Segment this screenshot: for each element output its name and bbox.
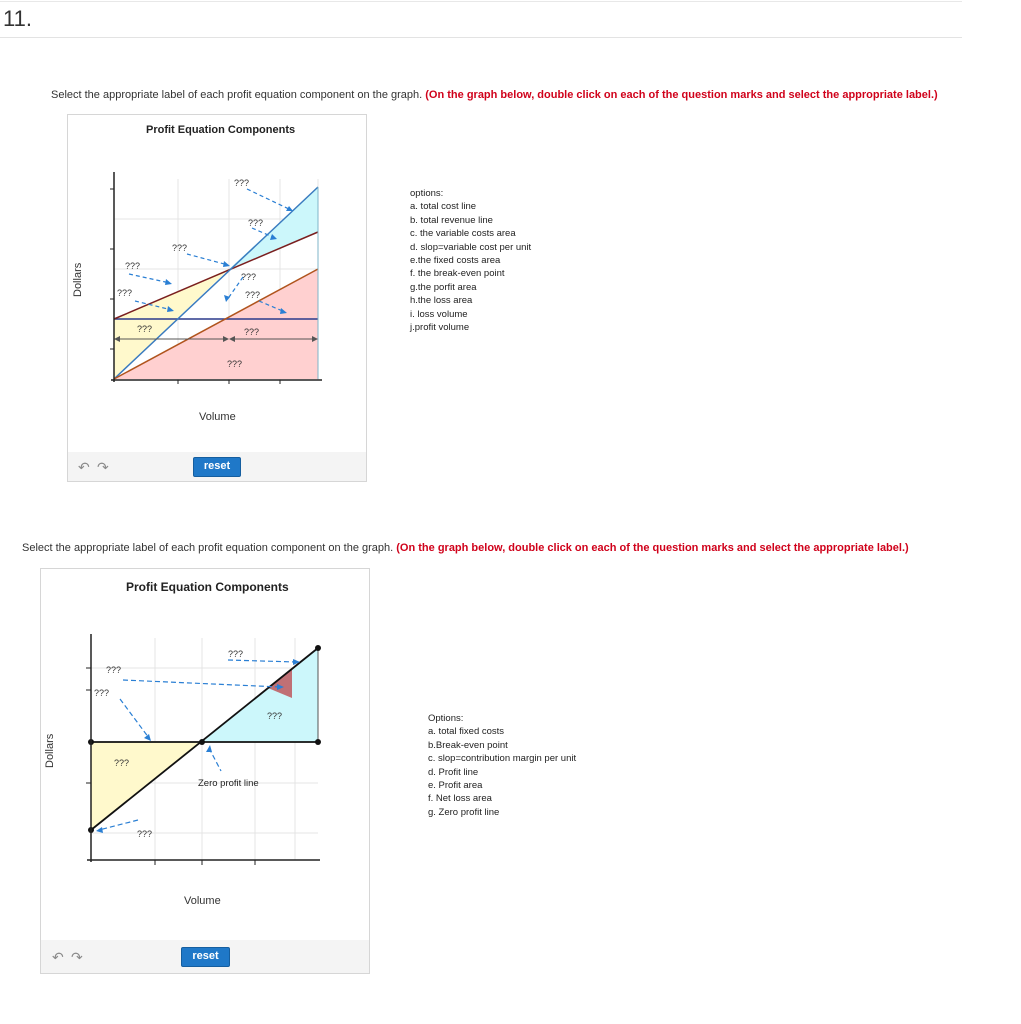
part1-graph-title: Profit Equation Components — [146, 124, 296, 136]
part2-instruction-text: Select the appropriate label of each pro… — [22, 542, 394, 554]
part1-qmark-5[interactable]: ??? — [241, 272, 256, 282]
part2-options-header: Options: — [428, 713, 464, 724]
part1-qmark-9[interactable]: ??? — [244, 327, 259, 337]
part1-qmark-6[interactable]: ??? — [117, 288, 132, 298]
part1-option: g.the porfit area — [410, 281, 477, 293]
part2-zero-profit-label: Zero profit line — [198, 778, 259, 789]
part1-chart: ??? ??? ??? ??? ??? ??? ??? ??? ??? ??? — [110, 172, 322, 384]
part1-total-cost-line — [113, 231, 319, 320]
part2-options-list: Options: a. total fixed costs b.Break-ev… — [428, 712, 576, 819]
part2-instruction: Select the appropriate label of each pro… — [22, 542, 909, 554]
part2-reset-button[interactable]: reset — [181, 947, 230, 967]
part1-option: e.the fixed costs area — [410, 255, 501, 267]
part1-option: h.the loss area — [410, 295, 473, 307]
part2-chart: ??? ??? ??? ??? ??? ??? Zero profit line — [86, 634, 321, 865]
part1-question-marks[interactable]: ??? ??? ??? ??? ??? ??? ??? ??? ??? ??? — [117, 178, 263, 369]
part1-qmark-8[interactable]: ??? — [137, 324, 152, 334]
part2-redo-icon[interactable]: ↷ — [71, 949, 83, 965]
part1-redo-icon[interactable]: ↷ — [97, 459, 109, 475]
part2-profit-line — [90, 647, 319, 831]
part1-option: c. the variable costs area — [410, 228, 516, 240]
part2-qmark-4[interactable]: ??? — [267, 711, 282, 721]
part2-graph-title: Profit Equation Components — [126, 580, 289, 594]
part2-qmark-2[interactable]: ??? — [106, 665, 121, 675]
part2-option: d. Profit line — [428, 766, 479, 778]
part1-qmark-2[interactable]: ??? — [248, 218, 263, 228]
part1-qmark-3[interactable]: ??? — [172, 243, 187, 253]
part2-instruction-emphasis: (On the graph below, double click on eac… — [396, 542, 909, 554]
part1-undo-icon[interactable]: ↶ — [78, 459, 90, 475]
part2-option: a. total fixed costs — [428, 726, 505, 738]
part1-option: i. loss volume — [410, 308, 468, 320]
part1-total-revenue-line — [113, 186, 319, 380]
part2-option: c. slop=contribution margin per unit — [428, 753, 577, 765]
part2-qmark-6[interactable]: ??? — [137, 829, 152, 839]
part2-option: e. Profit area — [428, 780, 483, 792]
part2-x-axis-label: Volume — [184, 895, 221, 907]
part2-undo-icon[interactable]: ↶ — [52, 949, 64, 965]
part1-options-list: options: a. total cost line b. total rev… — [410, 187, 531, 334]
header-divider — [0, 37, 962, 38]
part1-option: b. total revenue line — [410, 214, 493, 226]
part1-variable-cost-line — [113, 268, 319, 380]
part1-qmark-10[interactable]: ??? — [227, 359, 242, 369]
part1-reset-button[interactable]: reset — [193, 457, 241, 477]
top-divider — [0, 1, 962, 2]
part1-options-header: options: — [410, 188, 444, 199]
part1-instruction: Select the appropriate label of each pro… — [51, 89, 938, 101]
part2-option: f. Net loss area — [428, 793, 492, 805]
part1-qmark-7[interactable]: ??? — [245, 290, 260, 300]
part2-qmark-1[interactable]: ??? — [228, 649, 243, 659]
part2-qmark-3[interactable]: ??? — [94, 688, 109, 698]
part1-option: d. slop=variable cost per unit — [410, 241, 532, 253]
part2-slope-triangle — [268, 668, 292, 698]
part1-option: a. total cost line — [410, 201, 477, 213]
part1-option: f. the break-even point — [410, 268, 505, 280]
part1-x-axis-label: Volume — [199, 411, 236, 423]
part2-option: b.Break-even point — [428, 739, 508, 751]
part1-qmark-1[interactable]: ??? — [234, 178, 249, 188]
part1-instruction-emphasis: (On the graph below, double click on eac… — [425, 89, 938, 101]
part1-instruction-text: Select the appropriate label of each pro… — [51, 89, 423, 101]
question-number: 11. — [3, 6, 32, 31]
part2-question-marks[interactable]: ??? ??? ??? ??? ??? ??? Zero profit line — [94, 649, 282, 839]
part1-option: j.profit volume — [410, 322, 470, 334]
part2-qmark-5[interactable]: ??? — [114, 758, 129, 768]
part1-qmark-4[interactable]: ??? — [125, 261, 140, 271]
part2-option: g. Zero profit line — [428, 806, 500, 818]
